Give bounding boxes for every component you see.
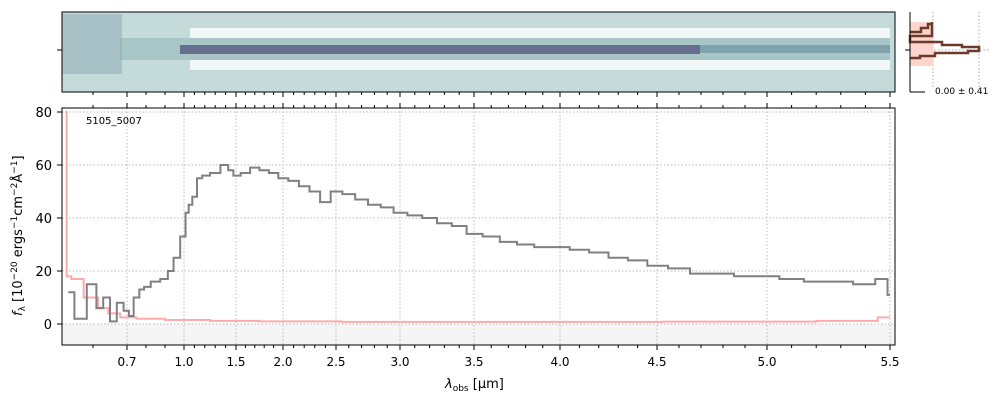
x-axis-label: λobs [μm] — [444, 377, 504, 394]
y-tick-label: 60 — [35, 159, 52, 174]
x-tick-label: 2.0 — [273, 355, 292, 369]
object-label: 5105_5007 — [86, 116, 142, 127]
x-tick-label: 2.5 — [326, 355, 345, 369]
x-tick-label: 1.5 — [226, 355, 245, 369]
profile-line — [908, 22, 981, 60]
x-tick-label: 3.5 — [464, 355, 483, 369]
plot-frame — [61, 107, 896, 346]
x-tick-label: 0.7 — [117, 355, 136, 369]
2d-trace-core-red — [700, 45, 890, 53]
x-tick-label: 4.5 — [647, 355, 666, 369]
profile-label: 0.00 ± 0.41 — [935, 87, 988, 97]
2d-noisy-edge — [62, 14, 122, 74]
main-plot: 0.7 1.0 1.5 2.0 2.5 3.0 3.5 4.0 4.5 5.0 5.5 0 20 40 60… — [10, 92, 900, 394]
spectrum-2d-panel — [57, 11, 896, 93]
x-tick-label: 3.0 — [390, 355, 409, 369]
y-tick-label: 40 — [35, 212, 52, 227]
2d-frame — [61, 11, 896, 93]
y-tick-label: 0 — [44, 318, 52, 333]
x-tick-label: 5.0 — [757, 355, 776, 369]
flux-line — [68, 164, 890, 323]
x-tick-label: 1.0 — [174, 355, 193, 369]
y-axis-label: fλ [10−20 ergs−1cm−2Å−1] — [10, 155, 28, 316]
2d-trace-core — [180, 45, 700, 54]
y-tick-label: 20 — [35, 265, 52, 280]
x-tick-label: 5.5 — [880, 355, 899, 369]
x-tick-label: 4.0 — [550, 355, 569, 369]
y-tick-label: 80 — [35, 106, 52, 121]
spatial-profile-panel: 0.00 ± 0.41 — [905, 12, 990, 97]
plot-area — [62, 108, 895, 345]
below-zero-shade — [62, 324, 895, 345]
error-line — [65, 111, 890, 323]
